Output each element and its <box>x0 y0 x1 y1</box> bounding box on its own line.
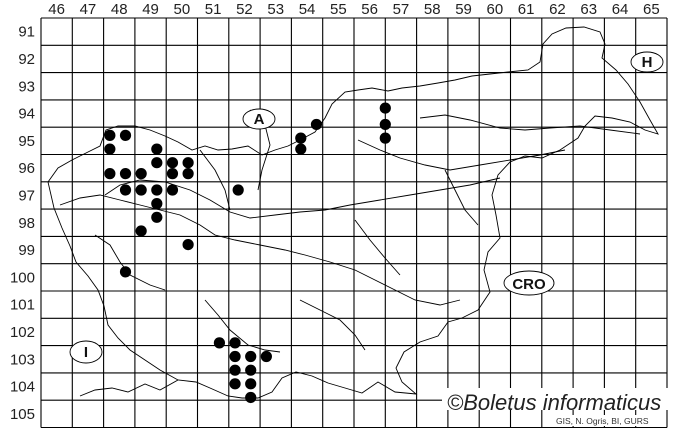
copyright-text: ©Boletus informaticus <box>447 390 661 415</box>
record-dot <box>135 184 147 196</box>
river <box>354 219 401 276</box>
record-dot <box>151 184 163 196</box>
record-dot <box>151 143 163 155</box>
country-label-croatia: CRO <box>512 276 546 293</box>
column-labels: 46 47 48 49 50 51 52 53 54 55 56 57 58 59 60 61 62 63 64 65 <box>48 1 659 18</box>
record-dot <box>119 184 132 196</box>
row-label: 101 <box>10 297 35 314</box>
column-label: 48 <box>111 1 128 18</box>
column-label: 50 <box>174 1 191 18</box>
record-dot <box>104 168 116 180</box>
borders-and-rivers <box>47 26 659 399</box>
country-label-italy: I <box>84 344 88 361</box>
record-dot <box>182 238 194 251</box>
river <box>357 139 566 171</box>
column-label: 53 <box>267 1 284 18</box>
column-label: 58 <box>424 1 441 18</box>
record-dot <box>229 350 241 363</box>
column-label: 52 <box>236 1 253 18</box>
column-label: 47 <box>80 1 97 18</box>
record-dot <box>232 184 244 196</box>
record-dot <box>229 378 241 390</box>
column-label: 62 <box>549 1 566 18</box>
column-label: 64 <box>612 1 629 18</box>
record-dot <box>151 198 163 210</box>
record-dot <box>135 168 147 180</box>
row-labels: 91 92 93 94 95 96 97 98 99 100 101 102 103 104 105 <box>10 24 35 423</box>
column-label: 60 <box>487 1 504 18</box>
country-label-hungary: H <box>642 54 653 71</box>
column-label: 54 <box>299 1 316 18</box>
record-dot <box>379 118 391 131</box>
record-dot <box>379 132 391 144</box>
river <box>444 169 479 226</box>
row-label: 95 <box>18 133 35 150</box>
river <box>59 194 461 306</box>
row-label: 103 <box>10 351 35 368</box>
record-dot <box>379 102 391 114</box>
row-label: 91 <box>18 24 35 41</box>
row-label: 94 <box>18 106 35 123</box>
river <box>299 299 366 351</box>
river <box>199 149 231 211</box>
slovenia-border <box>47 26 659 399</box>
record-dot <box>182 168 194 180</box>
column-label: 49 <box>142 1 159 18</box>
record-dot <box>151 157 163 169</box>
row-label: 100 <box>10 269 35 286</box>
coastline <box>79 379 179 397</box>
row-label: 98 <box>18 215 35 232</box>
row-label: 105 <box>10 406 35 423</box>
record-dot <box>151 211 163 223</box>
record-dot <box>295 143 307 155</box>
country-labels: A H CRO I <box>69 51 664 364</box>
column-label: 65 <box>643 1 660 18</box>
record-dot <box>245 391 257 404</box>
credit-text: GIS, N. Ogris, BI, GURS <box>556 416 649 426</box>
record-dot <box>119 168 132 180</box>
river <box>104 177 501 219</box>
row-label: 102 <box>10 324 35 341</box>
row-label: 104 <box>10 379 35 396</box>
column-label: 63 <box>580 1 597 18</box>
record-dot <box>245 350 257 363</box>
record-dot <box>119 266 132 278</box>
row-label: 93 <box>18 78 35 95</box>
record-dot <box>119 129 132 141</box>
column-label: 59 <box>455 1 472 18</box>
record-dot <box>166 184 179 196</box>
record-dot <box>229 364 241 376</box>
column-label: 46 <box>48 1 65 18</box>
record-dot <box>245 364 257 376</box>
column-label: 56 <box>361 1 378 18</box>
grid <box>40 17 668 429</box>
record-dot <box>295 132 307 144</box>
row-label: 96 <box>18 160 35 177</box>
record-dot <box>166 157 179 169</box>
record-dot <box>182 157 194 169</box>
record-dot <box>104 129 116 141</box>
row-label: 92 <box>18 51 35 68</box>
record-dot <box>104 143 116 155</box>
record-dot <box>135 225 147 237</box>
record-dot <box>310 118 323 131</box>
column-label: 57 <box>393 1 410 18</box>
record-dot <box>166 168 179 180</box>
record-dot <box>245 378 257 390</box>
column-label: 51 <box>205 1 222 18</box>
river <box>419 114 641 135</box>
record-dot <box>213 337 226 349</box>
record-dot <box>260 350 272 363</box>
column-label: 61 <box>518 1 535 18</box>
river <box>94 234 166 291</box>
column-label: 55 <box>330 1 347 18</box>
row-label: 99 <box>18 242 35 259</box>
river <box>204 299 281 353</box>
row-label: 97 <box>18 187 35 204</box>
record-dots <box>104 102 391 404</box>
country-label-austria: A <box>254 111 265 128</box>
record-dot <box>229 337 241 349</box>
